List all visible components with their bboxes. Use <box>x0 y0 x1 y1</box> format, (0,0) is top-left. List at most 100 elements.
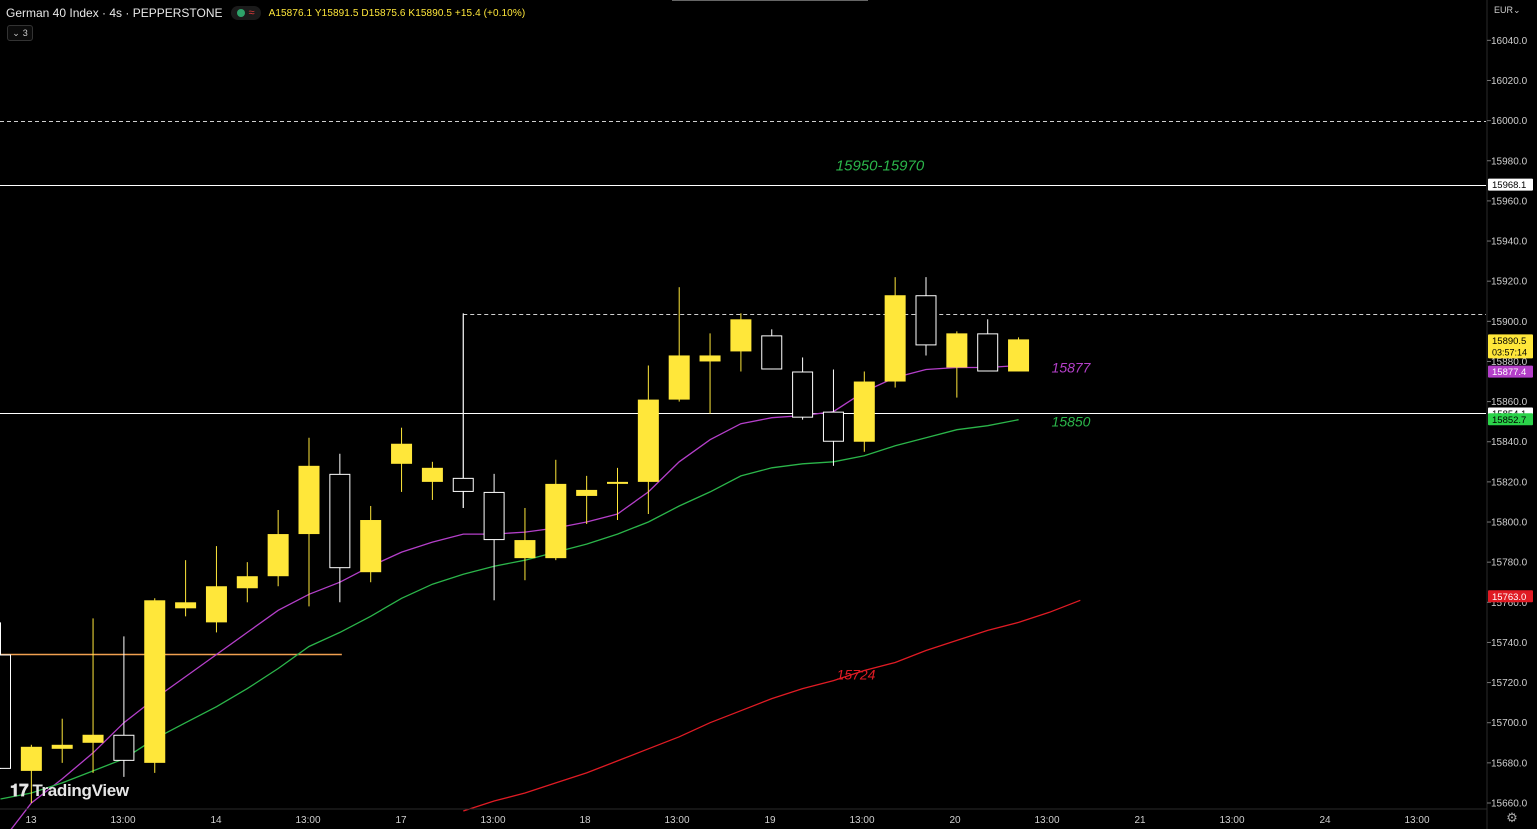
symbol-title[interactable]: German 40 Index · 4s · PEPPERSTONE <box>6 6 223 20</box>
candle-body <box>607 481 628 484</box>
time-tick-label: 13:00 <box>664 815 689 826</box>
candle-body <box>730 319 752 352</box>
top-handle <box>672 0 868 1</box>
candle <box>483 473 505 601</box>
wave-icon: ≈ <box>248 7 255 19</box>
level-lines: 15950-15970 <box>0 121 1486 656</box>
price-tag-bg <box>1488 334 1533 359</box>
time-tick-label: 18 <box>579 815 591 826</box>
price-tick-label: 15760.0 <box>1491 598 1528 609</box>
candle-body <box>175 602 197 609</box>
candle <box>51 718 73 763</box>
price-tick-label: 15900.0 <box>1491 317 1528 328</box>
time-tick-label: 13:00 <box>295 815 320 826</box>
price-tag: 15877.4 <box>1488 365 1533 378</box>
candle <box>20 744 42 803</box>
price-tag-bg <box>1488 413 1533 426</box>
candle-body <box>545 483 567 559</box>
candle-body <box>483 491 505 541</box>
price-tick-label: 15980.0 <box>1491 156 1528 167</box>
candle-body <box>699 355 721 362</box>
candle-body <box>360 520 382 573</box>
candle <box>607 467 628 521</box>
candle-body <box>1008 339 1030 372</box>
candle-body <box>329 473 351 569</box>
candle-body <box>576 489 598 496</box>
candle <box>792 357 814 420</box>
price-tick-label: 15920.0 <box>1491 277 1528 288</box>
candle <box>267 509 289 587</box>
price-tag-text: 15852.7 <box>1492 415 1526 426</box>
time-tick-label: 13:00 <box>1219 815 1244 826</box>
price-tick-label: 15840.0 <box>1491 437 1528 448</box>
market-status[interactable]: ≈ <box>230 6 261 20</box>
annotation-label: 15850 <box>1052 414 1091 430</box>
chart-header: German 40 Index · 4s · PEPPERSTONE ≈ A15… <box>6 6 525 20</box>
candle-body <box>792 371 814 418</box>
price-tick-label: 15660.0 <box>1491 799 1528 810</box>
currency-selector[interactable]: EUR⌄ <box>1494 5 1521 16</box>
time-tick-label: 14 <box>210 815 222 826</box>
price-tick-label: 15960.0 <box>1491 196 1528 207</box>
candle-body <box>20 746 42 771</box>
candle-body <box>946 333 968 368</box>
candle <box>946 331 968 398</box>
price-tick-label: 15820.0 <box>1491 477 1528 488</box>
candle <box>1008 337 1030 372</box>
candle <box>977 319 999 372</box>
candle <box>113 636 135 777</box>
ema-short-line <box>10 364 1019 829</box>
price-tick-label: 16040.0 <box>1491 36 1528 47</box>
candle <box>82 618 104 773</box>
price-tag-countdown: 03:57:14 <box>1492 347 1527 357</box>
candle <box>884 277 906 388</box>
settings-gear-icon[interactable]: ⚙ <box>1506 810 1518 825</box>
candle-body <box>761 335 783 370</box>
candle-body <box>915 295 937 346</box>
indicators-toggle[interactable]: ⌄ 3 <box>7 25 33 41</box>
tradingview-logo: 𝟏𝟕 TradingView <box>10 781 129 801</box>
candle <box>637 365 659 514</box>
candle <box>576 475 598 525</box>
annotations: 15877 15850 15724 <box>837 359 1092 682</box>
price-tick-label: 15800.0 <box>1491 518 1528 529</box>
candle <box>853 371 875 452</box>
price-tick-label: 16020.0 <box>1491 76 1528 87</box>
candle-body <box>421 467 443 482</box>
time-tick-label: 13:00 <box>110 815 135 826</box>
candle <box>144 598 166 773</box>
price-tick-label: 15780.0 <box>1491 558 1528 569</box>
candle-body <box>668 355 690 400</box>
annotation-label: 15877 <box>1052 359 1092 375</box>
time-tick-label: 13:00 <box>1404 815 1429 826</box>
price-tags: 15968.115890.503:57:1415877.415854.11585… <box>1488 178 1533 603</box>
candle-body <box>977 333 999 372</box>
price-tag: 15763.0 <box>1488 590 1533 603</box>
candle <box>730 313 752 372</box>
candle-body <box>113 734 135 761</box>
candle-body <box>0 654 11 769</box>
candle <box>421 461 443 500</box>
candle <box>175 560 197 617</box>
time-tick-label: 13:00 <box>480 815 505 826</box>
price-tick-label: 15860.0 <box>1491 397 1528 408</box>
time-axis[interactable]: 13 13:00 14 13:00 17 13:00 18 13:00 19 13:00 20 13:… <box>25 815 1430 826</box>
candle-body <box>205 586 227 623</box>
candle-body <box>51 744 73 749</box>
candle <box>452 313 474 508</box>
ema-mid-line <box>0 419 1019 800</box>
price-tag: 15852.7 <box>1488 413 1533 426</box>
candle-body <box>637 399 659 482</box>
candle-body <box>236 576 258 589</box>
candle <box>699 333 721 414</box>
price-tick-label: 15700.0 <box>1491 718 1528 729</box>
candle-body <box>391 443 413 464</box>
annotation-label: 15724 <box>837 667 876 683</box>
level-label: 15950-15970 <box>836 158 925 175</box>
market-open-icon <box>236 9 245 17</box>
candle-body <box>298 465 320 535</box>
candle <box>298 437 320 607</box>
candle <box>391 427 413 492</box>
